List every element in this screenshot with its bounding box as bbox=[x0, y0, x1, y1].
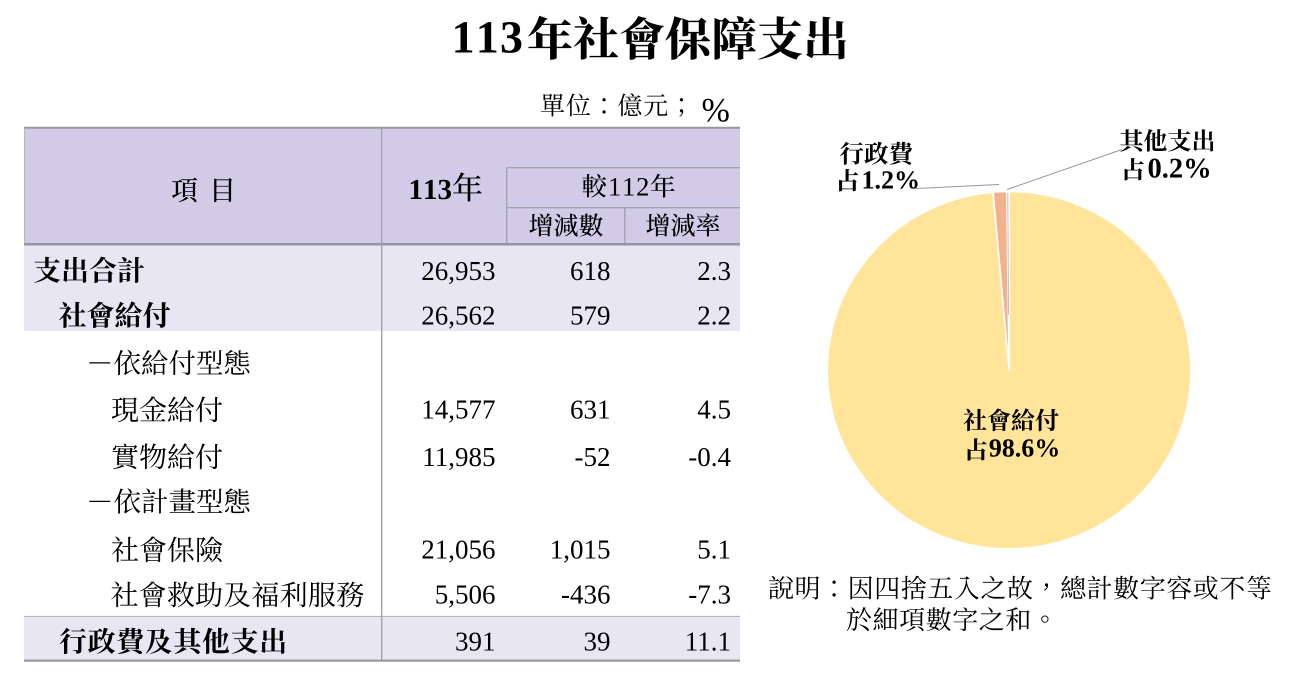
svg-text:21,056: 21,056 bbox=[421, 535, 495, 565]
svg-text:39: 39 bbox=[584, 627, 611, 657]
svg-text:-436: -436 bbox=[561, 580, 611, 610]
svg-text:26,562: 26,562 bbox=[421, 301, 495, 331]
svg-text:-0.4: -0.4 bbox=[688, 442, 731, 472]
svg-text:391: 391 bbox=[455, 627, 496, 657]
svg-text:4.5: 4.5 bbox=[697, 395, 731, 425]
svg-text:-52: -52 bbox=[575, 442, 611, 472]
svg-text:26,953: 26,953 bbox=[421, 256, 495, 286]
svg-text:11.1: 11.1 bbox=[685, 627, 731, 657]
svg-text:618: 618 bbox=[570, 256, 611, 286]
svg-text:2.3: 2.3 bbox=[697, 256, 731, 286]
svg-text:-7.3: -7.3 bbox=[688, 580, 731, 610]
svg-text:5.1: 5.1 bbox=[697, 535, 731, 565]
svg-text:2.2: 2.2 bbox=[697, 301, 731, 331]
svg-text:14,577: 14,577 bbox=[421, 395, 495, 425]
svg-text:631: 631 bbox=[570, 395, 611, 425]
svg-text:579: 579 bbox=[570, 301, 611, 331]
svg-text:11,985: 11,985 bbox=[422, 442, 495, 472]
svg-text:1,015: 1,015 bbox=[550, 535, 611, 565]
svg-text:5,506: 5,506 bbox=[435, 580, 496, 610]
